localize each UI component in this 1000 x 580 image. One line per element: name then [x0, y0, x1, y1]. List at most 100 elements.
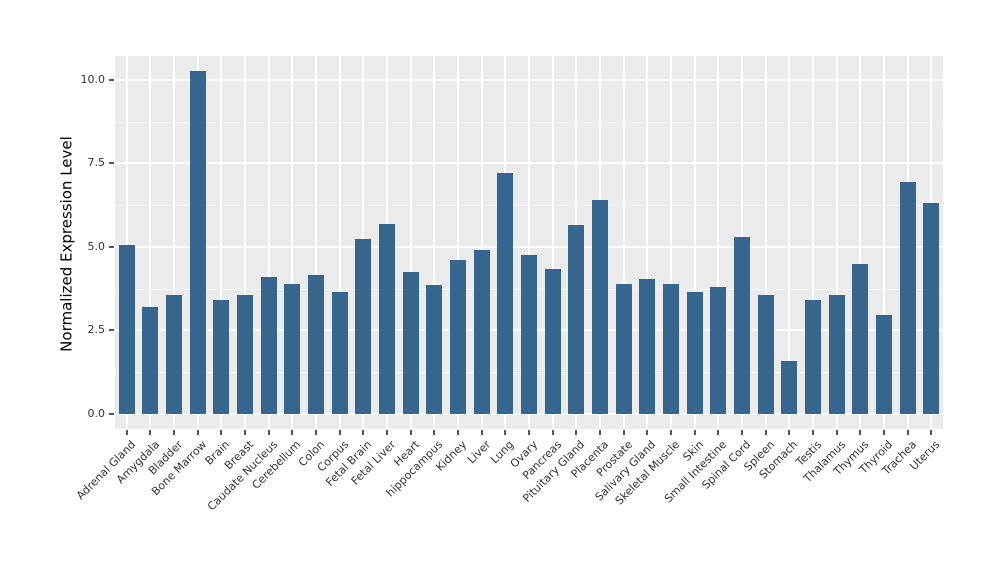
bar-fetal-liver	[379, 223, 396, 414]
gridline-vertical	[528, 56, 530, 429]
bar-prostate	[615, 283, 632, 414]
gridline-vertical	[669, 56, 672, 429]
gridline-vertical	[291, 56, 294, 429]
x-tick-mark	[457, 430, 460, 435]
x-tick-mark	[338, 430, 341, 435]
gridline-vertical	[457, 56, 460, 429]
bar-caudate-nucleus	[260, 276, 277, 414]
bar-bladder	[166, 295, 183, 414]
gridline-vertical	[811, 56, 814, 429]
x-tick-mark	[149, 430, 152, 435]
gridline-vertical	[125, 56, 128, 429]
x-tick-mark	[835, 430, 838, 435]
x-tick-mark	[859, 430, 862, 435]
x-tick-mark	[315, 430, 318, 435]
bar-uterus	[923, 203, 940, 414]
bar-kidney	[450, 260, 467, 414]
x-tick-mark	[386, 430, 389, 435]
x-tick-mark	[125, 430, 128, 435]
x-tick-mark	[480, 430, 483, 435]
gridline-vertical	[551, 56, 554, 429]
x-tick-mark	[575, 430, 578, 435]
x-tick-mark	[220, 430, 223, 435]
y-tick-mark	[109, 78, 114, 81]
bar-spleen	[757, 295, 774, 414]
gridline-vertical	[244, 56, 247, 429]
bar-stomach	[781, 360, 798, 414]
y-tick-label: 0.0	[87, 407, 106, 420]
bar-hippocampus	[426, 285, 443, 414]
bar-lung	[497, 173, 514, 414]
x-tick-mark	[811, 430, 814, 435]
bar-pancreas	[544, 268, 561, 414]
bar-breast	[237, 295, 254, 414]
x-tick-mark	[669, 430, 672, 435]
bar-salivary-gland	[639, 278, 656, 414]
x-tick-mark	[362, 430, 365, 435]
x-tick-mark	[504, 430, 507, 435]
bar-brain	[213, 300, 230, 414]
bar-fetal-brain	[355, 238, 372, 414]
bar-testis	[804, 300, 821, 414]
bar-pituitary-gland	[568, 225, 585, 414]
y-tick-mark	[109, 329, 114, 332]
bar-thymus	[852, 263, 869, 414]
bar-heart	[402, 271, 419, 414]
x-tick-mark	[433, 430, 436, 435]
x-tick-mark	[409, 430, 412, 435]
y-tick-label: 10.0	[80, 72, 106, 86]
gridline-vertical	[882, 56, 885, 429]
y-tick-mark	[109, 162, 114, 165]
x-tick-mark	[646, 430, 649, 435]
bar-liver	[473, 250, 490, 414]
plot-panel	[115, 56, 943, 429]
y-tick-label: 7.5	[87, 156, 106, 170]
x-tick-mark	[196, 430, 199, 435]
gridline-vertical	[480, 56, 483, 429]
y-tick-mark	[109, 413, 114, 415]
bar-colon	[308, 275, 325, 414]
x-tick-mark	[622, 430, 625, 435]
x-tick-mark	[598, 430, 601, 435]
bar-placenta	[591, 200, 608, 414]
gridline-vertical	[338, 56, 341, 429]
x-tick-mark	[764, 430, 767, 435]
bar-bone-marrow	[189, 71, 206, 414]
x-tick-mark	[267, 430, 270, 435]
y-tick-mark	[109, 245, 114, 248]
x-tick-mark	[717, 430, 720, 435]
bar-corpus	[331, 292, 348, 414]
x-tick-mark	[788, 430, 791, 435]
bar-adrenal-gland	[118, 245, 135, 414]
gridline-vertical	[267, 56, 270, 429]
gridline-vertical	[622, 56, 625, 429]
gridline-vertical	[693, 56, 696, 429]
gridline-vertical	[149, 56, 152, 429]
gridline-vertical	[220, 56, 223, 429]
x-tick-mark	[551, 430, 554, 435]
x-tick-mark	[291, 430, 294, 435]
x-tick-mark	[882, 430, 885, 435]
y-tick-label: 5.0	[87, 239, 106, 253]
bar-cerebellum	[284, 283, 301, 414]
bar-thyroid	[875, 315, 892, 414]
gridline-vertical	[315, 56, 318, 429]
gridline-vertical	[764, 56, 767, 429]
bar-small-intestine	[710, 287, 727, 414]
gridline-vertical	[717, 56, 720, 429]
x-tick-mark	[528, 430, 530, 435]
bar-spinal-cord	[733, 236, 750, 414]
bar-skeletal-muscle	[662, 283, 679, 414]
bar-thalamus	[828, 295, 845, 414]
bar-skin	[686, 292, 703, 414]
x-tick-mark	[930, 430, 933, 435]
gridline-vertical	[859, 56, 862, 429]
gridline-vertical	[173, 56, 176, 429]
y-tick-label: 2.5	[87, 323, 106, 337]
bar-ovary	[521, 255, 537, 414]
x-tick-mark	[906, 430, 909, 435]
gridline-vertical	[788, 56, 791, 429]
bar-trachea	[899, 181, 916, 414]
gridline-vertical	[409, 56, 412, 429]
